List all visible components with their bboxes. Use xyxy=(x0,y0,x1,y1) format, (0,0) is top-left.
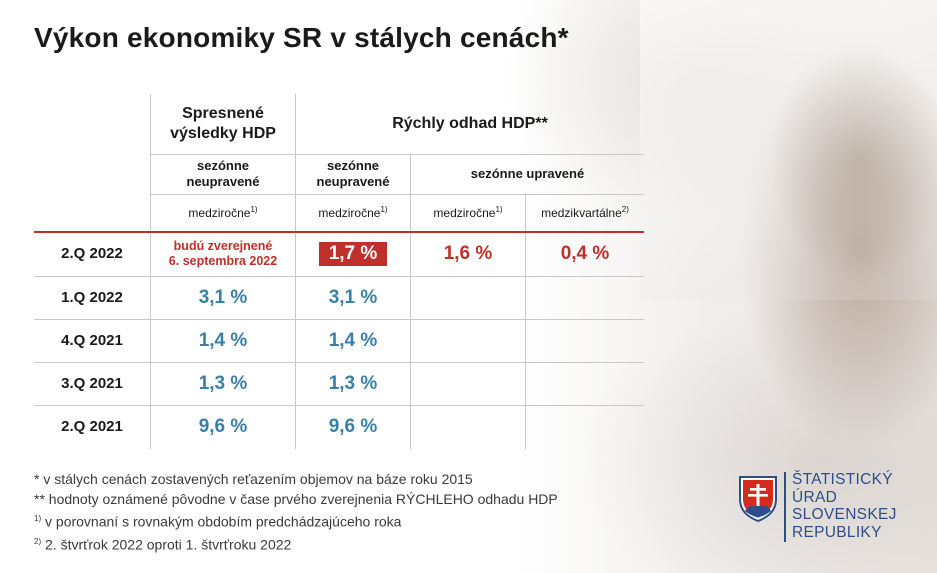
header-col4-measure: medzikvartálne2) xyxy=(525,194,644,233)
table-row: 2.Q 2021 9,6 % 9,6 % xyxy=(34,405,644,449)
header-refined-results: Spresnené výsledky HDP xyxy=(150,94,296,155)
page-title: Výkon ekonomiky SR v stálych cenách* xyxy=(34,22,569,53)
header-flash-label: Rýchly odhad HDP** xyxy=(392,114,548,132)
col3-measure-label: medziročne1) xyxy=(433,204,503,220)
refined-value: 1,4 % xyxy=(150,319,296,363)
table-row: 3.Q 2021 1,3 % 1,3 % xyxy=(34,362,644,406)
flash-sa-yoy-value: 1,6 % xyxy=(410,232,526,277)
header-row-groups: Spresnené výsledky HDP Rýchly odhad HDP*… xyxy=(34,94,644,155)
quarter-label: 1.Q 2022 xyxy=(34,276,151,320)
refined-value: 3,1 % xyxy=(150,276,296,320)
footnote-2: 2) 2. štvrťrok 2022 oproti 1. štvrťroku … xyxy=(34,536,292,553)
header-flash-nsa-label: sezónne neupravené xyxy=(316,158,390,189)
header-col2-measure: medziročne1) xyxy=(295,194,411,233)
quarter-label: 2.Q 2021 xyxy=(61,418,123,436)
header-row-adjustment: sezónne neupravené sezónne neupravené se… xyxy=(34,154,644,195)
header-refined-nsa: sezónne neupravené xyxy=(150,154,296,195)
corner-cell xyxy=(34,94,151,154)
refined-value-pending: budú zverejnené 6. septembra 2022 xyxy=(150,232,296,277)
table-row: 2.Q 2022 budú zverejnené 6. septembra 20… xyxy=(34,232,644,277)
quarter-label: 2.Q 2022 xyxy=(34,232,151,277)
quarter-label: 3.Q 2021 xyxy=(34,362,151,406)
footnotes: * v stálych cenách zostavených reťazením… xyxy=(34,470,558,555)
header-flash-sa: sezónne upravené xyxy=(410,154,644,195)
flash-nsa-value: 1,7 % xyxy=(295,232,411,277)
header-flash-sa-label: sezónne upravené xyxy=(470,166,585,181)
refined-value: 1,3 % xyxy=(150,362,296,406)
empty-cell xyxy=(410,319,526,363)
header-flash-estimate: Rýchly odhad HDP** xyxy=(295,94,644,155)
col4-measure-label: medzikvartálne2) xyxy=(541,204,629,220)
header-refined-nsa-label: sezónne neupravené xyxy=(186,158,260,189)
background-window xyxy=(640,0,937,300)
header-refined-label: Spresnené výsledky HDP xyxy=(170,104,276,142)
footnote-1: 1) v porovnaní s rovnakým obdobím predch… xyxy=(34,513,402,530)
header-col3-measure: medziročne1) xyxy=(410,194,526,233)
statistical-office-logo: ŠTATISTICKÝ ÚRAD SLOVENSKEJ REPUBLIKY xyxy=(738,471,928,551)
logo-text: ŠTATISTICKÝ ÚRAD SLOVENSKEJ REPUBLIKY xyxy=(792,471,897,541)
empty-cell xyxy=(525,362,644,406)
empty-cell xyxy=(410,362,526,406)
highlighted-value: 1,7 % xyxy=(318,242,388,267)
empty-cell xyxy=(410,276,526,320)
col1-measure-label: medziročne1) xyxy=(188,204,258,220)
logo-divider xyxy=(784,472,786,542)
flash-nsa-value: 9,6 % xyxy=(295,405,411,449)
col2-measure-label: medziročne1) xyxy=(318,204,388,220)
flash-sa-qoq-value: 0,4 % xyxy=(525,232,644,277)
footnote-double-star: ** hodnoty oznámené pôvodne v čase prvéh… xyxy=(34,490,558,507)
header-flash-nsa: sezónne neupravené xyxy=(295,154,411,195)
flash-nsa-value: 1,3 % xyxy=(295,362,411,406)
quarter-label: 4.Q 2021 xyxy=(34,319,151,363)
header-col1-measure: medziročne1) xyxy=(150,194,296,233)
table-row: 1.Q 2022 3,1 % 3,1 % xyxy=(34,276,644,320)
flash-nsa-value: 3,1 % xyxy=(295,276,411,320)
table-row: 4.Q 2021 1,4 % 1,4 % xyxy=(34,319,644,363)
footnote-star: * v stálych cenách zostavených reťazením… xyxy=(34,471,473,487)
flash-nsa-value: 1,4 % xyxy=(295,319,411,363)
slovak-coat-of-arms-icon xyxy=(739,476,777,523)
gdp-table: Spresnené výsledky HDP Rýchly odhad HDP*… xyxy=(34,94,644,449)
empty-cell xyxy=(525,276,644,320)
empty-cell xyxy=(525,405,644,449)
empty-cell xyxy=(410,405,526,449)
header-row-measure: medziročne1) medziročne1) medziročne1) m… xyxy=(34,194,644,233)
refined-value: 9,6 % xyxy=(150,405,296,449)
empty-cell xyxy=(525,319,644,363)
